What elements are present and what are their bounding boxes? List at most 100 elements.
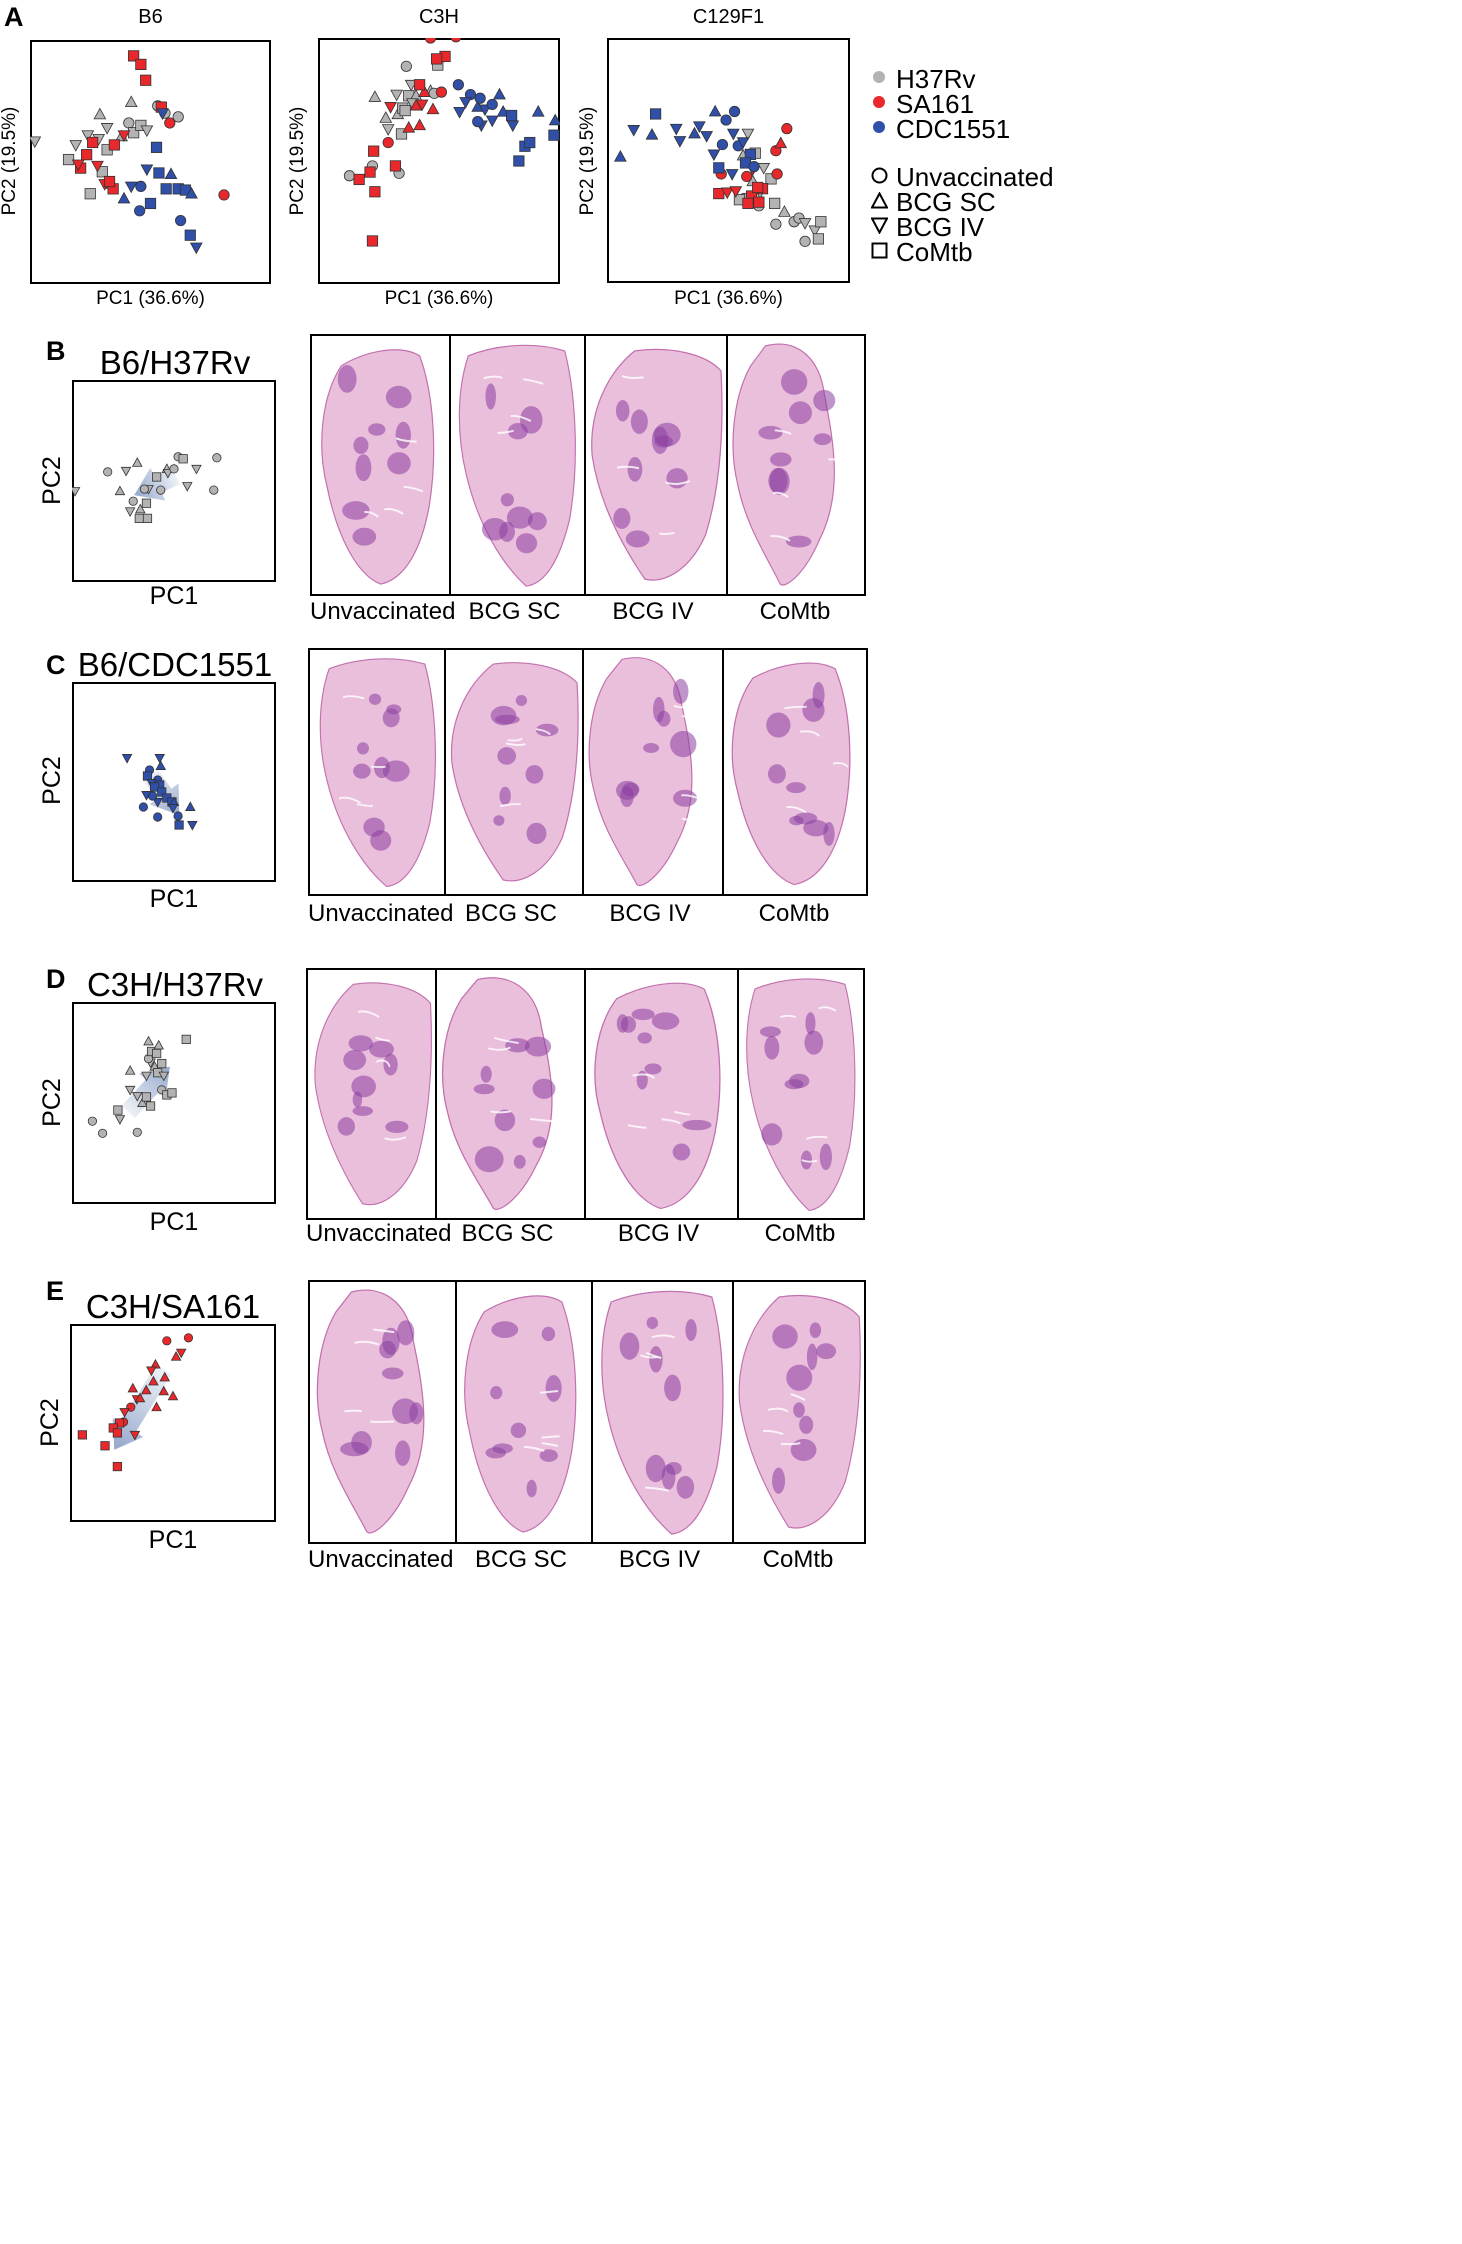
panel-title-b6-cdc1551: B6/CDC1551	[77, 646, 273, 683]
data-point-cdc1551-bcg-iv	[673, 136, 687, 148]
lung-tissue-image	[316, 1289, 425, 1534]
data-point-sa161-comtb	[112, 1461, 122, 1472]
data-point-cdc1551-unvaccinated	[474, 92, 486, 104]
data-point-h37rv-comtb	[145, 1101, 156, 1111]
square-icon	[871, 242, 888, 259]
lung-tissue-image	[458, 344, 576, 587]
x-axis-label-d: PC1	[149, 1208, 199, 1236]
data-point-cdc1551-bcg-iv	[121, 754, 133, 764]
plot-frame	[70, 1324, 276, 1522]
histology-section-bcg-iv	[591, 1282, 734, 1542]
data-point-h37rv-bcg-iv	[114, 1115, 126, 1125]
data-point-sa161-bcg-sc	[418, 85, 431, 97]
data-point-h37rv-bcg-iv	[124, 507, 136, 517]
histology-section-comtb	[732, 1282, 864, 1542]
data-point-h37rv-bcg-sc	[379, 111, 393, 123]
data-point-sa161-bcg-sc	[413, 118, 427, 131]
legend-marker-cdc1551	[873, 121, 885, 133]
data-point-h37rv-comtb	[181, 1034, 191, 1044]
data-point-h37rv-unvaccinated	[172, 111, 184, 123]
data-point-h37rv-bcg-sc	[131, 457, 143, 467]
data-point-cdc1551-unvaccinated	[728, 105, 741, 118]
data-point-sa161-bcg-iv	[729, 186, 743, 198]
histology-section-bcg-iv	[582, 650, 724, 894]
histology-section-comtb	[737, 970, 863, 1218]
data-point-cdc1551-comtb	[153, 167, 165, 179]
data-point-sa161-bcg-sc	[402, 120, 416, 133]
data-point-sa161-comtb	[369, 186, 381, 198]
data-point-h37rv-comtb	[399, 104, 411, 117]
histology-strip-e	[308, 1280, 866, 1544]
data-point-cdc1551-comtb	[142, 771, 153, 781]
data-point-cdc1551-bcg-sc	[613, 150, 627, 162]
data-point-h37rv-bcg-iv	[381, 124, 395, 136]
data-point-cdc1551-comtb	[548, 129, 560, 141]
data-point-sa161-bcg-iv	[720, 187, 734, 200]
histology-label-bcg-iv: BCG IV	[618, 1546, 701, 1573]
histology-label-unvaccinated: Unvaccinated	[308, 900, 454, 927]
data-point-sa161-bcg-sc	[170, 1351, 182, 1361]
data-point-h37rv-bcg-iv	[741, 128, 755, 141]
data-point-sa161-comtb	[414, 79, 426, 91]
data-point-h37rv-bcg-iv	[141, 1071, 152, 1082]
data-point-cdc1551-bcg-sc	[496, 104, 510, 117]
data-point-cdc1551-comtb	[505, 109, 518, 122]
x-axis-label-c129f1: PC1 (36.6%)	[674, 288, 783, 309]
data-point-h37rv-comtb	[152, 1048, 162, 1059]
data-point-h37rv-comtb	[142, 513, 153, 523]
data-point-sa161-bcg-sc	[426, 102, 440, 115]
triangle-up-icon	[871, 192, 888, 209]
data-point-cdc1551-unvaccinated	[472, 116, 484, 128]
data-point-h37rv-bcg-iv	[100, 123, 114, 135]
lung-tissue-image	[601, 1290, 724, 1535]
data-point-cdc1551-comtb	[524, 136, 536, 149]
histology-strip-b	[310, 334, 866, 596]
data-point-sa161-comtb	[81, 149, 93, 161]
plot-title-c3h: C3H	[418, 6, 459, 28]
data-point-cdc1551-comtb	[144, 197, 157, 210]
data-point-cdc1551-bcg-iv	[485, 115, 499, 128]
data-point-h37rv-bcg-sc	[368, 90, 382, 102]
y-axis-label-c: PC2	[37, 756, 66, 805]
histology-label-bcg-iv: BCG IV	[609, 900, 691, 927]
data-point-h37rv-comtb	[812, 233, 825, 245]
data-point-h37rv-bcg-iv	[191, 464, 202, 475]
data-point-sa161-bcg-iv	[91, 160, 104, 173]
data-point-h37rv-unvaccinated	[799, 235, 811, 247]
data-point-sa161-comtb	[430, 53, 443, 65]
data-point-sa161-bcg-iv	[146, 1366, 157, 1377]
data-point-sa161-unvaccinated	[435, 86, 448, 98]
data-point-h37rv-comtb	[395, 128, 408, 140]
data-point-sa161-comtb	[364, 166, 376, 178]
trend-arrow	[112, 1364, 172, 1450]
data-point-cdc1551-bcg-sc	[548, 113, 560, 126]
data-point-sa161-comtb	[140, 74, 152, 86]
panel-letter-b: B	[46, 336, 66, 366]
legend-label-sa161: SA161	[896, 89, 975, 119]
data-point-sa161-comtb	[366, 235, 379, 247]
data-point-sa161-unvaccinated	[781, 123, 793, 135]
data-point-cdc1551-bcg-sc	[493, 87, 506, 100]
data-point-h37rv-bcg-iv	[140, 125, 154, 138]
data-point-sa161-bcg-sc	[159, 1371, 171, 1382]
data-point-cdc1551-unvaccinated	[173, 811, 183, 821]
data-point-sa161-comtb	[368, 145, 380, 157]
lung-tissue-image	[450, 662, 579, 882]
data-point-h37rv-comtb	[152, 472, 162, 482]
data-point-h37rv-bcg-iv	[69, 140, 83, 152]
data-point-cdc1551-unvaccinated	[175, 214, 187, 227]
data-point-sa161-bcg-sc	[148, 1375, 159, 1386]
data-point-h37rv-comtb	[157, 1059, 167, 1069]
y-axis-label-e: PC2	[35, 1398, 64, 1447]
data-point-h37rv-comtb	[769, 197, 781, 209]
scatter-plot-c3h	[318, 38, 560, 284]
data-point-h37rv-unvaccinated	[87, 1116, 98, 1126]
data-point-h37rv-comtb	[134, 513, 144, 523]
data-point-h37rv-comtb	[62, 153, 75, 166]
histology-label-comtb: CoMtb	[762, 1546, 834, 1573]
data-point-h37rv-bcg-iv	[131, 1091, 143, 1102]
data-point-cdc1551-bcg-iv	[154, 754, 166, 764]
data-point-sa161-bcg-sc	[127, 1382, 139, 1393]
data-point-sa161-comtb	[87, 136, 99, 149]
data-point-h37rv-unvaccinated	[343, 170, 356, 182]
